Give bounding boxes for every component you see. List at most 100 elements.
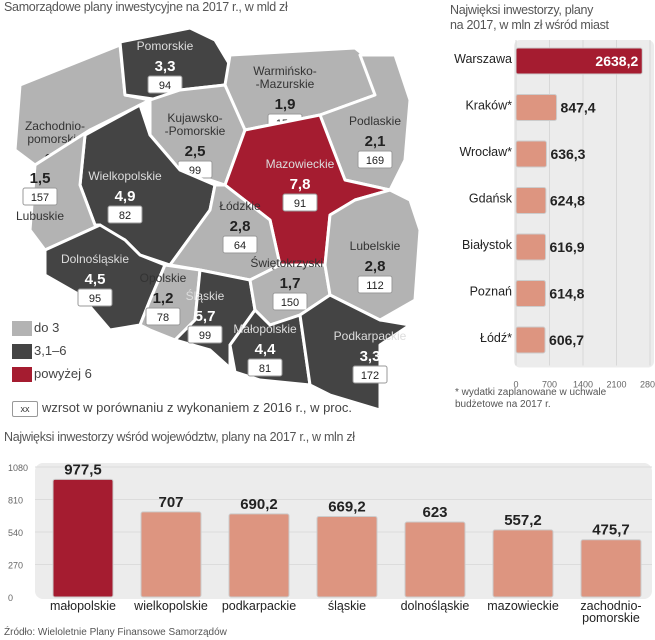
region-value: 4,4	[255, 341, 277, 358]
bar	[515, 47, 643, 75]
data-label: 636,3	[550, 146, 585, 162]
region-pct: 94	[159, 80, 171, 92]
poland-map: Zachodnio-pomorskie2,5127Pomorskie3,394W…	[13, 26, 422, 412]
region-pct-box	[145, 307, 181, 326]
legend-swatch-mid	[12, 344, 32, 359]
category-label: podkarpackie	[222, 599, 296, 613]
region-pct-box	[222, 235, 258, 254]
region-name: Mazowieckie	[266, 157, 335, 171]
data-label: 847,4	[561, 100, 596, 116]
region-7: 1,5 157 Lubuskie	[16, 128, 102, 252]
region-15: Podkarpackie 3,3 172	[298, 293, 412, 412]
category-label: Łódź*	[480, 331, 512, 345]
region-value: 3,3	[360, 348, 381, 365]
region-name: Lubuskie	[16, 209, 64, 223]
data-label: 616,9	[550, 239, 585, 255]
source-note: Źródło: Wieloletnie Plany Finansowe Samo…	[4, 627, 227, 638]
data-label: 977,5	[64, 461, 102, 478]
region-value: 2,5	[185, 143, 206, 160]
legend-swatch-low	[12, 321, 32, 336]
category-label: Gdańsk	[469, 192, 513, 206]
category-label: Wrocław*	[459, 145, 512, 159]
region-9: Dolnośląskie 4,5 95	[43, 223, 167, 332]
region-name: Wielkopolskie	[88, 169, 162, 183]
bar	[52, 478, 114, 598]
data-label: 623	[422, 504, 447, 521]
region-name: Podkarpackie	[334, 329, 407, 343]
region-13: Lubelskie 2,8 112	[323, 188, 422, 322]
legend-mid: 3,1–6	[34, 343, 67, 358]
region-11: Śląskie 5,7 99	[173, 268, 257, 370]
region-pct: 172	[361, 370, 379, 382]
bar	[515, 326, 546, 354]
region-value: 2,1	[365, 133, 386, 150]
legend-low: do 3	[34, 320, 60, 335]
category-label: dolnośląskie	[401, 599, 470, 613]
region-pct: 112	[366, 280, 384, 292]
x-tick-label: 2100	[606, 380, 626, 390]
cities-chart-title: Najwięksi inwestorzy, plany na 2017, w m…	[450, 3, 609, 32]
region-name: Śląskie	[186, 288, 225, 303]
category-label: Kraków*	[465, 99, 512, 113]
bar	[404, 521, 466, 598]
region-pct-box	[282, 193, 318, 212]
region-name: Łódzkie	[219, 199, 261, 213]
bar	[515, 280, 546, 307]
bar	[515, 233, 547, 261]
region-pct-box	[22, 187, 58, 206]
region-name: Opolskie	[140, 271, 187, 285]
category-label: Białystok	[462, 238, 513, 252]
region-pct-box	[352, 365, 388, 384]
data-label: 606,7	[549, 332, 584, 348]
data-label: 475,7	[592, 522, 630, 539]
region-6: Wielkopolskie 4,9 82	[78, 103, 217, 267]
bar	[515, 187, 547, 214]
y-tick-label: 810	[8, 496, 23, 506]
bar	[228, 513, 290, 598]
region-1: Pomorskie 3,3 94	[118, 26, 232, 102]
region-value: 7,8	[290, 176, 311, 193]
region-name: Kujawsko-	[167, 111, 222, 125]
region-8: Łódzkie 2,8 64	[168, 183, 282, 282]
region-pct-box	[187, 325, 223, 344]
data-label: 2638,2	[595, 53, 638, 69]
y-tick-label: 1080	[8, 463, 28, 473]
region-shape	[298, 293, 412, 412]
category-label: zachodnio-	[580, 599, 641, 613]
region-shape	[323, 188, 422, 322]
bar	[515, 140, 547, 168]
region-value: 1,2	[153, 290, 174, 307]
legend-swatch-high	[12, 367, 32, 382]
bar	[515, 94, 558, 121]
cities-footnote: * wydatki zaplanowane w uchwale budżetow…	[455, 387, 607, 410]
region-name: Zachodnio-	[25, 119, 85, 133]
region-pct-box	[272, 292, 308, 311]
region-14: Małopolskie 4,4 81	[228, 308, 312, 387]
legend-high: powyżej 6	[34, 366, 92, 381]
region-name: -Pomorskie	[165, 124, 226, 138]
region-shape	[28, 128, 102, 252]
region-pct: 78	[157, 312, 169, 324]
region-name: Lubelskie	[350, 239, 401, 253]
category-label: mazowieckie	[487, 599, 559, 613]
x-tick-label: 0	[513, 380, 518, 390]
region-value: 4,9	[115, 188, 136, 205]
region-pct: 82	[119, 210, 131, 222]
region-name: Podlaskie	[349, 114, 401, 128]
region-name: -Mazurskie	[256, 77, 315, 91]
map-title: Samorządowe plany inwestycyjne na 2017 r…	[4, 0, 288, 14]
regions-chart: 0 270 540 810 1080 977,5 małopolskie 707 wielkop…	[8, 461, 652, 625]
region-value: 1,7	[280, 275, 301, 292]
bar	[316, 515, 378, 598]
legend-box-note: wzrsot w porównaniu z wykonaniem z 2016 …	[42, 400, 352, 415]
y-tick-label: 270	[8, 561, 23, 571]
region-pct-box	[147, 75, 183, 94]
region-name: Pomorskie	[137, 39, 194, 53]
region-pct: 95	[89, 293, 101, 305]
y-tick-label: 540	[8, 528, 23, 538]
x-tick-label: 2800	[640, 380, 655, 390]
data-label: 690,2	[240, 496, 278, 513]
category-label: Warszawa	[454, 52, 512, 66]
data-label: 624,8	[550, 193, 585, 209]
